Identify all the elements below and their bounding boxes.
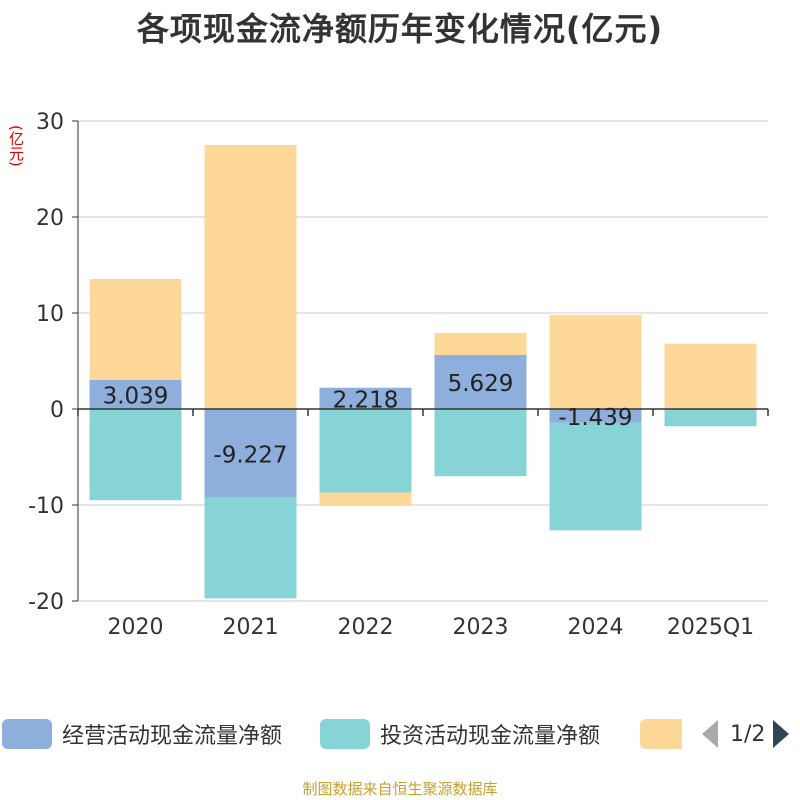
bar-2020-series-0: [89, 379, 182, 409]
bar-2022-series-1: [319, 409, 412, 493]
x-tick-label: 2024: [568, 615, 624, 640]
bar-2024-series-2: [549, 314, 642, 409]
x-tick-label: 2021: [223, 615, 279, 640]
data-source-footer: 制图数据来自恒生聚源数据库: [302, 780, 498, 798]
legend: 经营活动现金流量净额 投资活动现金流量净额 1/2: [0, 716, 800, 756]
x-tick-label: 2025Q1: [667, 615, 754, 640]
data-label: -1.439: [558, 405, 632, 431]
stacked-bar-chart: 30 20 10 0 -10 -20 2020 2021 2022 2023 2024 2025Q1 3…: [28, 110, 769, 640]
legend-next-page-icon[interactable]: [773, 720, 790, 748]
bar-2021-series-0: [204, 409, 297, 498]
bar-2023-series-2: [434, 332, 527, 355]
bar-2021-series-1: [204, 497, 297, 599]
y-tick-label: 10: [36, 302, 64, 327]
legend-page-indicator: 1/2: [730, 721, 766, 747]
bar-2025Q1-series-1: [664, 409, 757, 427]
legend-pager: 1/2: [702, 716, 790, 752]
legend-item-financing[interactable]: [640, 716, 682, 752]
bar-2024-series-0: [549, 409, 642, 423]
y-axis-unit-label: (亿元): [7, 125, 25, 167]
legend-item-operating[interactable]: 经营活动现金流量净额: [2, 716, 282, 752]
legend-item-investing[interactable]: 投资活动现金流量净额: [320, 716, 600, 752]
y-tick-label: -20: [28, 590, 64, 615]
y-tick-label: -10: [28, 494, 64, 519]
legend-label-investing: 投资活动现金流量净额: [380, 724, 601, 749]
bar-2022-series-2: [319, 492, 412, 506]
bar-2023-series-0: [434, 354, 527, 409]
data-label: 3.039: [103, 383, 169, 409]
data-label: -9.227: [213, 442, 287, 468]
bar-2022-series-0: [319, 387, 412, 409]
legend-prev-page-icon[interactable]: [702, 720, 718, 748]
x-tick-label: 2022: [338, 615, 394, 640]
chart-title: 各项现金流净额历年变化情况(亿元): [136, 10, 664, 48]
y-tick-label: 0: [50, 398, 64, 423]
legend-label-operating: 经营活动现金流量净额: [62, 724, 283, 749]
x-tick-label: 2023: [453, 615, 509, 640]
data-label: 5.629: [448, 371, 514, 397]
legend-swatch-financing: [640, 719, 682, 749]
bar-2020-series-1: [89, 409, 182, 501]
legend-swatch-operating: [2, 719, 52, 749]
data-label: 2.218: [333, 387, 399, 413]
legend-swatch-investing: [320, 719, 370, 749]
bar-2025Q1-series-2: [664, 343, 757, 409]
bar-2021-series-2: [204, 145, 297, 409]
y-tick-label: 20: [36, 206, 64, 231]
x-tick-label: 2020: [108, 615, 164, 640]
y-tick-label: 30: [36, 110, 64, 135]
bar-2020-series-2: [89, 279, 182, 380]
bar-2023-series-1: [434, 409, 527, 477]
bar-2024-series-1: [549, 422, 642, 531]
